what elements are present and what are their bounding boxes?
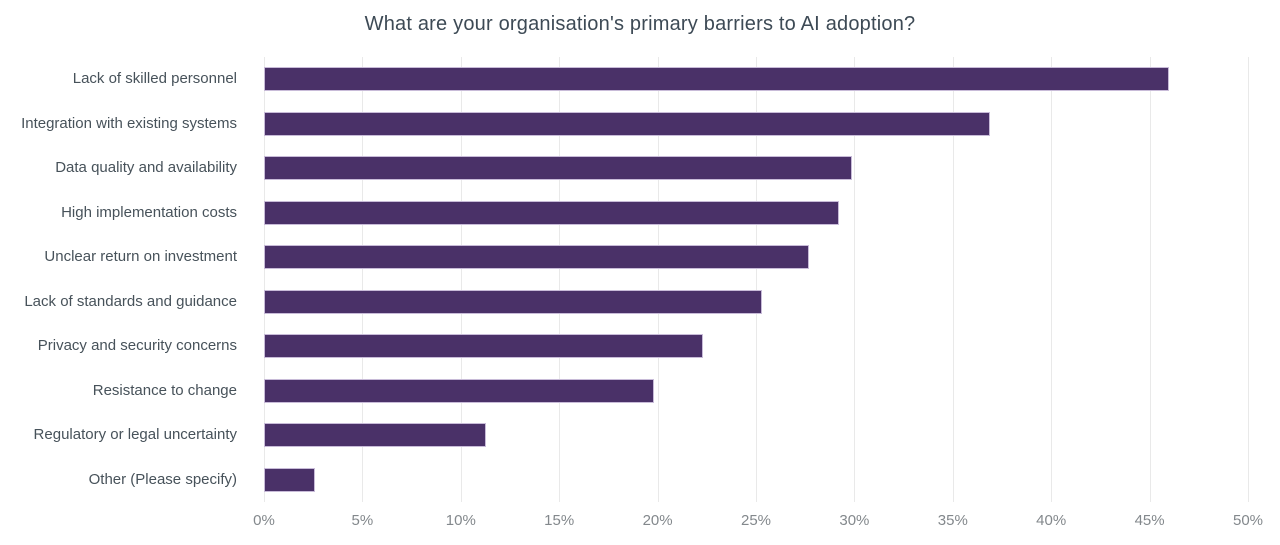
x-tick-label: 40% xyxy=(1036,512,1067,529)
bar xyxy=(264,334,703,359)
category-label: Regulatory or legal uncertainty xyxy=(33,426,237,443)
gridline xyxy=(264,57,265,502)
bar xyxy=(264,67,1170,92)
bar xyxy=(264,200,839,225)
chart-title: What are your organisation's primary bar… xyxy=(364,13,916,35)
bar xyxy=(264,423,487,448)
category-label: Lack of standards and guidance xyxy=(24,292,237,310)
category-axis: Lack of skilled personnel Integration wit… xyxy=(0,57,251,502)
gridline xyxy=(952,57,954,502)
bar xyxy=(264,245,810,270)
bar xyxy=(264,111,991,136)
bar xyxy=(264,289,762,314)
x-tick-label: 15% xyxy=(544,512,575,529)
category-label: Resistance to change xyxy=(92,381,237,399)
category-label: Other (Please specify) xyxy=(88,470,237,488)
gridline xyxy=(460,57,462,502)
x-tick-label: 0% xyxy=(253,512,275,529)
category-label: Integration with existing systems xyxy=(21,114,237,132)
x-tick-label: 5% xyxy=(351,512,374,529)
x-axis: 0% 5% 10% 15% 20% 25% 30% 35% 40% 45% 50% xyxy=(253,512,1263,534)
x-tick-label: 10% xyxy=(445,512,476,529)
gridline xyxy=(1149,57,1151,502)
bar xyxy=(264,467,316,492)
x-tick-label: 30% xyxy=(839,512,870,529)
bar xyxy=(264,156,853,181)
x-tick-label: 20% xyxy=(642,512,673,529)
gridline xyxy=(657,57,659,502)
gridline xyxy=(362,57,364,502)
gridline xyxy=(1051,57,1053,502)
x-tick-label: 25% xyxy=(740,512,772,529)
category-label: High implementation costs xyxy=(61,203,237,221)
gridline xyxy=(854,57,856,502)
gridline xyxy=(756,57,757,502)
category-label: Unclear return on investment xyxy=(44,248,237,265)
category-label: Data quality and availability xyxy=(55,159,237,176)
gridline xyxy=(1248,57,1249,502)
x-tick-label: 45% xyxy=(1134,512,1165,529)
plot-area xyxy=(264,57,1249,502)
x-tick-label: 50% xyxy=(1232,512,1264,529)
category-label: Lack of skilled personnel xyxy=(72,70,237,87)
gridline xyxy=(559,57,561,502)
bar xyxy=(264,378,654,403)
category-label: Privacy and security concerns xyxy=(37,337,237,354)
x-tick-label: 35% xyxy=(937,512,968,529)
